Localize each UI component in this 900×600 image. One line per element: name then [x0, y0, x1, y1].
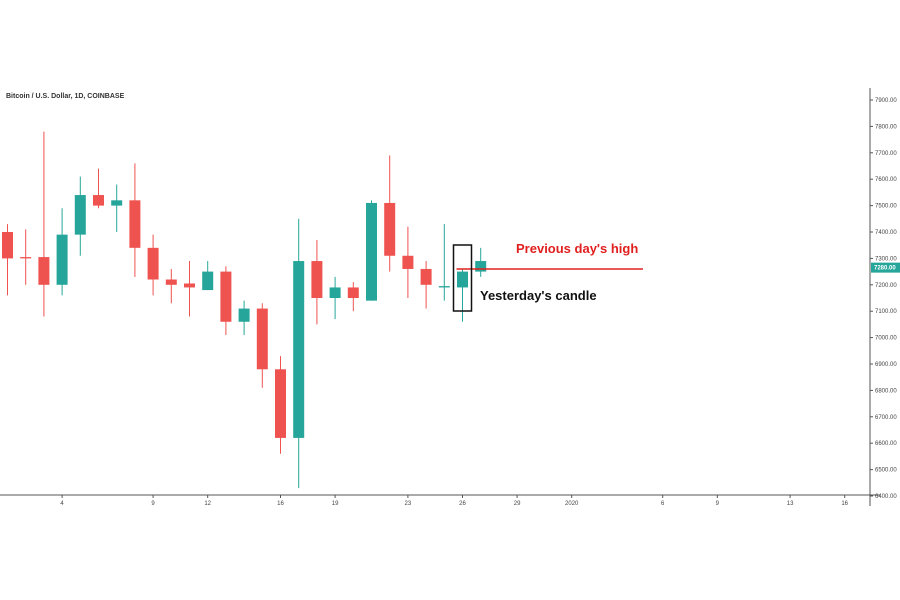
- y-tick-label: 7200.00: [875, 283, 897, 289]
- candle-body: [457, 271, 468, 288]
- x-tick-label: 2020: [565, 501, 579, 507]
- previous-high-label: Previous day's high: [516, 241, 638, 256]
- candle-body: [184, 283, 195, 288]
- yesterday-label: Yesterday's candle: [480, 288, 597, 303]
- candle-body: [311, 261, 323, 298]
- candle-body: [475, 261, 487, 272]
- candle-body: [202, 271, 214, 291]
- x-tick-label: 16: [841, 501, 848, 507]
- x-tick-label: 9: [716, 501, 720, 507]
- candle-body: [56, 234, 68, 285]
- candle-body: [438, 286, 450, 288]
- candle-body: [220, 271, 232, 322]
- y-tick-label: 6800.00: [875, 388, 897, 394]
- chart-title: Bitcoin / U.S. Dollar, 1D, COINBASE: [6, 93, 125, 100]
- candle-body: [111, 200, 123, 206]
- y-tick-label: 6900.00: [875, 362, 897, 368]
- candle-body: [93, 195, 104, 206]
- candle-body: [165, 279, 177, 285]
- candle-body: [256, 308, 268, 370]
- candle-body: [366, 202, 377, 301]
- y-tick-label: 7700.00: [875, 151, 897, 157]
- candle-body: [129, 200, 141, 248]
- candle-body: [329, 287, 341, 298]
- y-tick-label: 6700.00: [875, 415, 897, 421]
- candle-body: [238, 308, 250, 322]
- x-tick-label: 23: [405, 501, 412, 507]
- y-tick-label: 7100.00: [875, 309, 897, 315]
- candle-body: [293, 261, 305, 438]
- highlight-box: [452, 244, 473, 312]
- y-tick-label: 7800.00: [875, 124, 897, 130]
- y-tick-label: 7300.00: [875, 256, 897, 262]
- x-tick-label: 12: [204, 501, 211, 507]
- candle-body: [347, 287, 359, 298]
- y-tick-label: 6500.00: [875, 468, 897, 474]
- y-tick-label: 7400.00: [875, 230, 897, 236]
- last-price-tag: [871, 262, 900, 273]
- x-tick-label: 6: [661, 501, 665, 507]
- y-tick-label: 7900.00: [875, 98, 897, 104]
- last-price-label: 7280.00: [874, 266, 896, 272]
- candle-body: [38, 257, 50, 285]
- candle-body: [275, 369, 286, 438]
- candle-body: [384, 202, 396, 256]
- x-tick-label: 9: [151, 501, 155, 507]
- candle-body: [420, 268, 432, 285]
- x-tick-label: 29: [514, 501, 521, 507]
- y-tick-label: 7000.00: [875, 336, 897, 342]
- x-tick-label: 16: [277, 501, 284, 507]
- candle-body: [2, 232, 13, 259]
- y-tick-label: 6600.00: [875, 441, 897, 447]
- x-tick-label: 19: [332, 501, 339, 507]
- x-tick-label: 13: [787, 501, 794, 507]
- candle-body: [147, 247, 159, 280]
- x-tick-label: 26: [459, 501, 466, 507]
- candle-body: [20, 257, 32, 259]
- y-tick-label: 7600.00: [875, 177, 897, 183]
- y-tick-label: 7500.00: [875, 204, 897, 210]
- x-tick-label: 4: [60, 501, 64, 507]
- candle-body: [74, 195, 86, 235]
- candle-body: [402, 255, 414, 269]
- y-tick-label: 6400.00: [875, 494, 897, 500]
